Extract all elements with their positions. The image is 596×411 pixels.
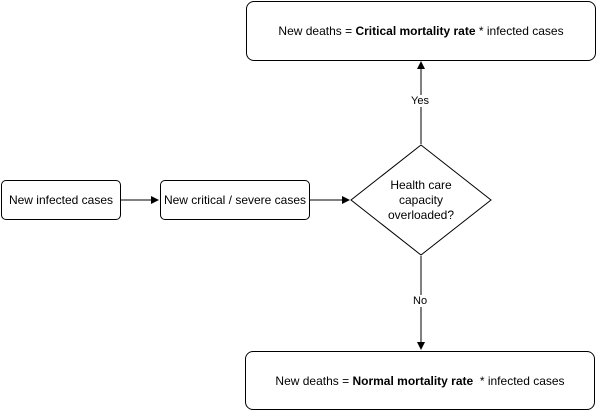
normal-deaths-suffix: * infected cases <box>473 373 565 388</box>
critical-mortality-rate-term: Critical mortality rate <box>355 24 476 38</box>
decision-diamond <box>350 144 492 256</box>
normal-mortality-rate-term: Normal mortality rate <box>352 373 474 388</box>
decision-line-2: capacity <box>398 192 444 207</box>
new-critical-cases-node: New critical / severe cases <box>160 180 310 220</box>
critical-deaths-suffix: * infected cases <box>475 24 564 38</box>
new-infected-cases-node: New infected cases <box>1 180 121 220</box>
critical-deaths-prefix: New deaths = <box>278 24 356 38</box>
yes-edge-label: Yes <box>410 95 430 107</box>
no-edge-label: No <box>412 295 429 307</box>
decision-line-3: overloaded? <box>387 207 455 222</box>
critical-deaths-node: New deaths = Critical mortality rate * i… <box>246 1 596 61</box>
normal-deaths-node: New deaths = Normal mortality rate * inf… <box>245 351 595 410</box>
normal-deaths-prefix: New deaths = <box>275 373 353 388</box>
new-infected-cases-label: New infected cases <box>8 193 114 207</box>
decision-text: Health care capacity overloaded? <box>371 175 471 225</box>
new-critical-cases-label: New critical / severe cases <box>163 193 307 207</box>
critical-deaths-formula: New deaths = Critical mortality rate * i… <box>278 24 563 38</box>
normal-deaths-formula: New deaths = Normal mortality rate * inf… <box>275 374 564 388</box>
decision-line-1: Health care <box>390 177 452 192</box>
